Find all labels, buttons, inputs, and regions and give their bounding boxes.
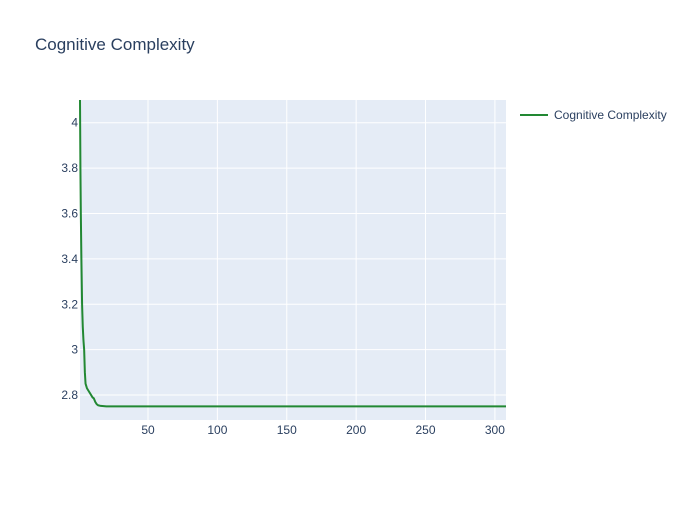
y-tick-label: 2.8 <box>61 388 78 402</box>
y-tick-label: 3.2 <box>61 297 78 311</box>
y-axis-ticks: 2.8 3 3.2 3.4 3.6 3.8 4 <box>61 116 78 402</box>
x-tick-label: 250 <box>416 423 436 437</box>
x-axis-ticks: 50 100 150 200 250 300 <box>141 423 505 437</box>
x-tick-label: 50 <box>141 423 155 437</box>
grid-lines <box>80 100 506 420</box>
x-tick-label: 150 <box>277 423 297 437</box>
y-tick-label: 3 <box>71 343 78 357</box>
plot-area <box>80 100 506 420</box>
y-tick-label: 4 <box>71 116 78 130</box>
x-tick-label: 100 <box>207 423 227 437</box>
y-tick-label: 3.8 <box>61 161 78 175</box>
legend[interactable]: Cognitive Complexity <box>520 108 667 122</box>
y-tick-label: 3.4 <box>61 252 78 266</box>
series-layer <box>79 99 506 408</box>
chart-title: Cognitive Complexity <box>35 35 195 54</box>
legend-item-label: Cognitive Complexity <box>554 108 667 122</box>
y-tick-label: 3.6 <box>61 206 78 220</box>
x-tick-label: 200 <box>346 423 366 437</box>
series-line <box>79 99 506 408</box>
x-tick-label: 300 <box>485 423 505 437</box>
